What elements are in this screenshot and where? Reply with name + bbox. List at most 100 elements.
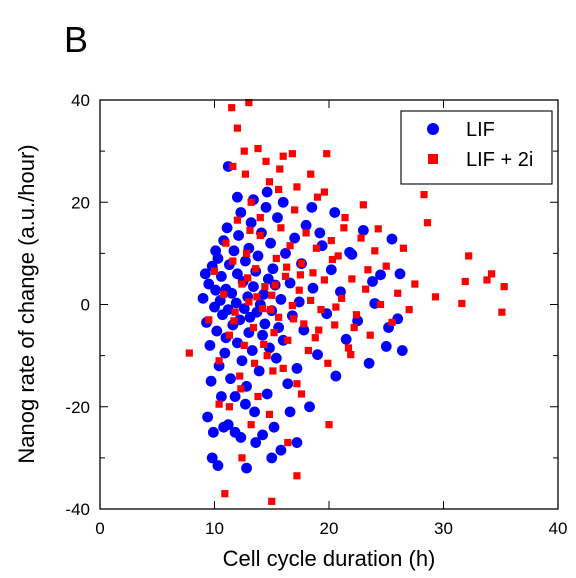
legend-marker-lif-2i [428, 154, 438, 164]
lif-point [344, 246, 356, 258]
lif-2i-point [458, 299, 466, 308]
lif-2i-point [275, 313, 283, 321]
lif-point [268, 421, 280, 433]
lif-2i-point [268, 291, 276, 299]
lif-point [203, 278, 215, 290]
lif-point [226, 287, 238, 299]
lif-point [394, 268, 406, 280]
lif-2i-point [323, 150, 331, 158]
lif-2i-point [364, 266, 372, 274]
y-tick-label: -20 [65, 398, 90, 417]
lif-point [204, 340, 216, 351]
lif-2i-point [347, 351, 355, 359]
lif-2i-point [293, 183, 301, 191]
lif-2i-point [376, 300, 385, 309]
lif-2i-point [311, 334, 319, 342]
lif-point [238, 303, 250, 314]
lif-2i-point [420, 190, 428, 199]
lif-2i-point [411, 280, 419, 288]
lif-2i-point [371, 247, 379, 255]
lif-point [258, 288, 270, 300]
lif-2i-point [276, 165, 284, 173]
lif-2i-point [229, 257, 237, 265]
lif-point [222, 304, 234, 316]
lif-2i-point [304, 346, 312, 355]
x-tick-label: 10 [205, 519, 224, 538]
lif-2i-point [288, 301, 296, 310]
lif-point [210, 245, 222, 257]
lif-2i-point [286, 242, 294, 250]
lif-point [207, 426, 219, 438]
lif-point [277, 196, 289, 208]
lif-point [270, 352, 282, 364]
legend: LIF LIF + 2i [400, 110, 553, 185]
lif-point [205, 375, 217, 387]
legend-label-lif-2i: LIF + 2i [466, 149, 533, 171]
lif-point [235, 207, 247, 218]
lif-point [253, 365, 265, 377]
lif-2i-point [324, 359, 332, 367]
lif-2i-point [270, 329, 278, 337]
lif-2i-point [263, 352, 271, 360]
lif-2i-point [297, 390, 306, 398]
lif-2i-point [382, 262, 390, 270]
lif-2i-point [267, 306, 275, 314]
lif-point [396, 345, 408, 356]
lif-2i-point [295, 286, 303, 294]
lif-2i-point [233, 124, 241, 132]
series-lif-2i [185, 98, 508, 505]
lif-point [375, 269, 386, 281]
legend-marker-lif [427, 123, 439, 135]
lif-2i-point [352, 311, 361, 319]
lif-point [249, 406, 260, 418]
lif-2i-point [215, 357, 223, 365]
lif-2i-point [240, 341, 248, 349]
lif-point [306, 201, 318, 213]
lif-point [241, 462, 252, 474]
y-tick-label: 20 [71, 193, 90, 212]
lif-point [221, 222, 233, 234]
lif-2i-point [262, 157, 270, 165]
lif-2i-point [242, 249, 251, 257]
lif-point [229, 391, 241, 402]
lif-point [250, 437, 262, 448]
lif-point [230, 297, 242, 309]
lif-2i-point [254, 392, 262, 401]
lif-2i-point [245, 298, 253, 306]
lif-2i-point [258, 304, 267, 313]
lif-2i-point [215, 400, 223, 408]
lif-point [284, 406, 296, 418]
lif-point [211, 325, 223, 337]
lif-2i-point [348, 275, 356, 283]
lif-point [215, 391, 227, 402]
lif-point [325, 264, 337, 276]
lif-2i-point [296, 271, 304, 279]
axis-frame [99, 99, 559, 510]
tick-labels: 0 10 20 30 40 -40 -20 0 20 40 [65, 91, 567, 538]
lif-point [248, 281, 259, 293]
lif-point [202, 411, 214, 423]
lif-2i-point [465, 252, 473, 260]
lif-2i-point [210, 267, 219, 275]
legend-frame [400, 110, 553, 185]
lif-point [275, 444, 287, 456]
lif-2i-point [238, 280, 246, 288]
lif-2i-point [341, 213, 349, 222]
lif-2i-point [431, 293, 440, 301]
lif-point [228, 245, 240, 257]
lif-2i-point [225, 331, 233, 339]
lif-2i-point [405, 306, 413, 314]
lif-point [222, 419, 234, 431]
lif-2i-point [269, 367, 277, 375]
lif-point [291, 437, 303, 448]
lif-point [300, 219, 312, 231]
lif-point [280, 247, 291, 259]
lif-2i-point [307, 170, 315, 178]
lif-2i-point [337, 294, 346, 302]
lif-point [357, 224, 369, 236]
lif-2i-point [300, 320, 308, 328]
lif-point [232, 268, 243, 280]
lif-2i-point [247, 198, 255, 206]
lif-2i-point [498, 308, 506, 316]
